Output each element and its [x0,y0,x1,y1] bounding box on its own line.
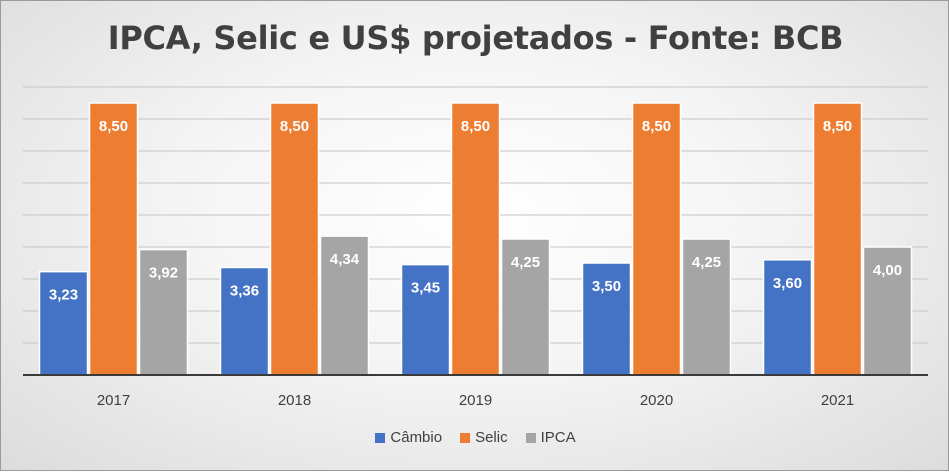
bar-selic-2021 [812,102,863,376]
data-label: 8,50 [642,118,671,135]
bar-cmbio-2017 [38,270,89,376]
legend-item-cambio: Câmbio [375,429,442,446]
chart-title: IPCA, Selic e US$ projetados - Fonte: BC… [107,19,844,57]
legend-label-ipca: IPCA [540,429,576,446]
bar-selic-2018 [269,102,320,376]
bar-selic-2020 [631,102,682,376]
data-label: 8,50 [461,118,490,135]
legend-swatch-selic [460,432,471,443]
data-label: 3,45 [411,280,440,297]
legend: Câmbio Selic IPCA [1,429,949,446]
data-label: 4,34 [330,251,360,268]
data-label: 4,00 [873,262,902,279]
data-label: 3,23 [49,287,78,304]
data-label: 3,60 [773,275,802,292]
bar-ipca-2018 [319,235,370,376]
bar-ipca-2021 [862,246,913,376]
data-label: 3,50 [592,278,621,295]
bar-selic-2017 [88,102,139,376]
x-tick-label: 2021 [821,392,854,409]
data-label: 3,92 [149,265,178,282]
legend-swatch-cambio [375,432,386,443]
data-label: 8,50 [99,118,128,135]
x-tick-label: 2018 [278,392,311,409]
bar-ipca-2019 [500,238,551,376]
x-tick-label: 2020 [640,392,673,409]
bar-cmbio-2018 [219,266,270,376]
bar-cmbio-2020 [581,262,632,376]
bar-selic-2019 [450,102,501,376]
data-label: 8,50 [823,118,852,135]
bar-ipca-2020 [681,238,732,376]
legend-label-cambio: Câmbio [390,429,443,446]
data-label: 3,36 [230,282,259,299]
legend-label-selic: Selic [475,429,508,446]
data-label: 4,25 [692,254,721,271]
data-label: 8,50 [280,118,309,135]
x-tick-label: 2019 [459,392,492,409]
legend-item-ipca: IPCA [525,429,576,446]
x-tick-label: 2017 [97,392,130,409]
data-label: 4,25 [511,254,540,271]
legend-item-selic: Selic [460,429,508,446]
legend-swatch-ipca [525,432,536,443]
